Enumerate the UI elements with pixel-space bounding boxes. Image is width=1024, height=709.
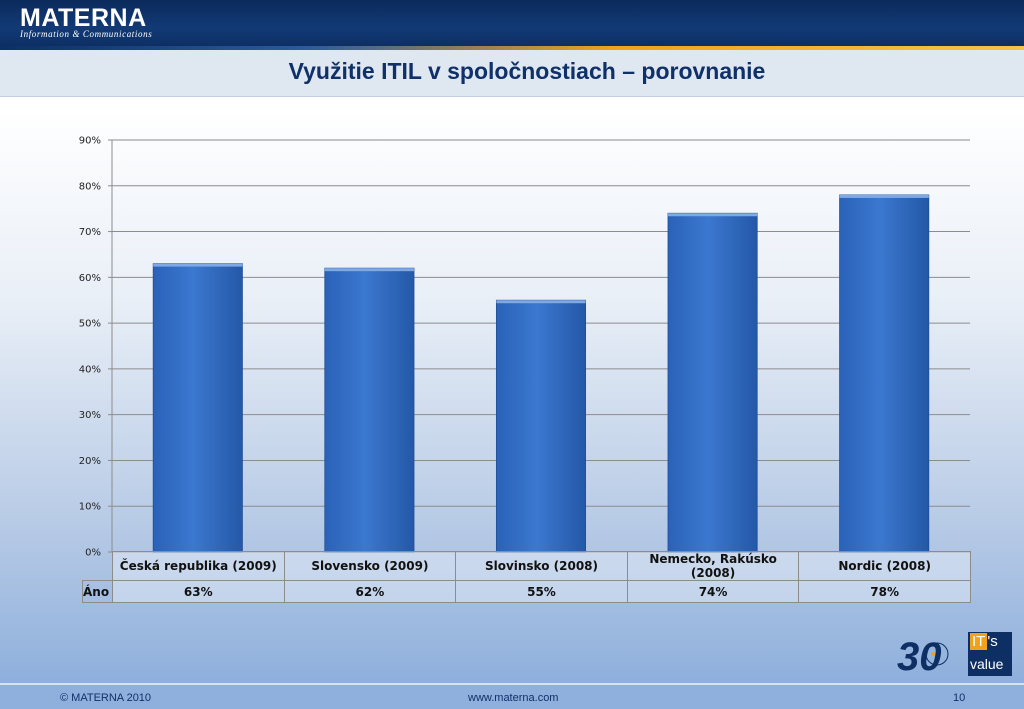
slide-title: Využitie ITIL v spoločnostiach – porovna… xyxy=(288,58,766,84)
materna-logo: MATERNA xyxy=(20,4,147,32)
y-tick-label: 40% xyxy=(79,364,101,375)
category-label: Česká republika (2009) xyxy=(112,551,285,581)
bar-top-highlight xyxy=(496,300,586,304)
table-row-values: Áno 63% 62% 55% 74% 78% xyxy=(82,580,971,603)
bar-top-highlight xyxy=(839,194,929,198)
y-tick-label: 90% xyxy=(79,136,101,147)
category-label: Nemecko, Rakúsko (2008) xyxy=(626,551,800,581)
y-tick-label: 30% xyxy=(79,410,101,421)
table-row-categories: Česká republika (2009) Slovensko (2009) … xyxy=(83,551,971,581)
category-label: Slovinsko (2008) xyxy=(455,551,628,581)
footer-url[interactable]: www.materna.com xyxy=(468,692,559,704)
data-label: 74% xyxy=(626,580,800,603)
bar xyxy=(324,267,415,553)
bar xyxy=(667,212,758,553)
series-name: Áno xyxy=(82,580,113,603)
y-tick-label: 10% xyxy=(79,502,101,513)
data-label: 78% xyxy=(798,580,971,603)
its-value-logo: IT's value xyxy=(968,632,1012,676)
y-tick-label: 80% xyxy=(79,181,101,192)
data-label: 62% xyxy=(283,580,457,603)
category-label: Slovensko (2009) xyxy=(283,551,457,581)
bar xyxy=(495,299,587,553)
header-bar xyxy=(0,0,1024,46)
header-stripe xyxy=(0,46,1024,50)
materna-tagline: Information & Communications xyxy=(20,29,153,39)
title-band xyxy=(0,50,1024,97)
bar xyxy=(152,263,243,553)
data-label: 63% xyxy=(112,580,285,603)
y-tick-label: 20% xyxy=(79,456,101,467)
y-tick-label: 50% xyxy=(79,319,101,330)
y-tick-label: 0% xyxy=(85,548,101,559)
its-value-text: value xyxy=(970,656,1004,672)
its-s-text: 's xyxy=(987,633,998,650)
anniversary-number: 30 xyxy=(897,635,942,676)
bar xyxy=(839,194,930,553)
footer-page-number: 10 xyxy=(953,692,966,704)
its-it-text: IT xyxy=(970,633,988,650)
y-tick-label: 70% xyxy=(79,227,101,238)
bar-top-highlight xyxy=(667,213,758,217)
table-corner xyxy=(83,552,113,581)
category-label: Nordic (2008) xyxy=(798,551,971,581)
bar-top-highlight xyxy=(153,263,243,267)
y-tick-label: 60% xyxy=(79,273,101,284)
anniversary-30-icon: 30 xyxy=(897,635,949,676)
data-label: 55% xyxy=(455,580,628,603)
footer-divider xyxy=(0,683,1024,685)
chart-data-table: Česká republika (2009) Slovensko (2009) … xyxy=(82,551,971,603)
footer-copyright: © MATERNA 2010 xyxy=(60,692,152,704)
bar-top-highlight xyxy=(324,268,415,272)
